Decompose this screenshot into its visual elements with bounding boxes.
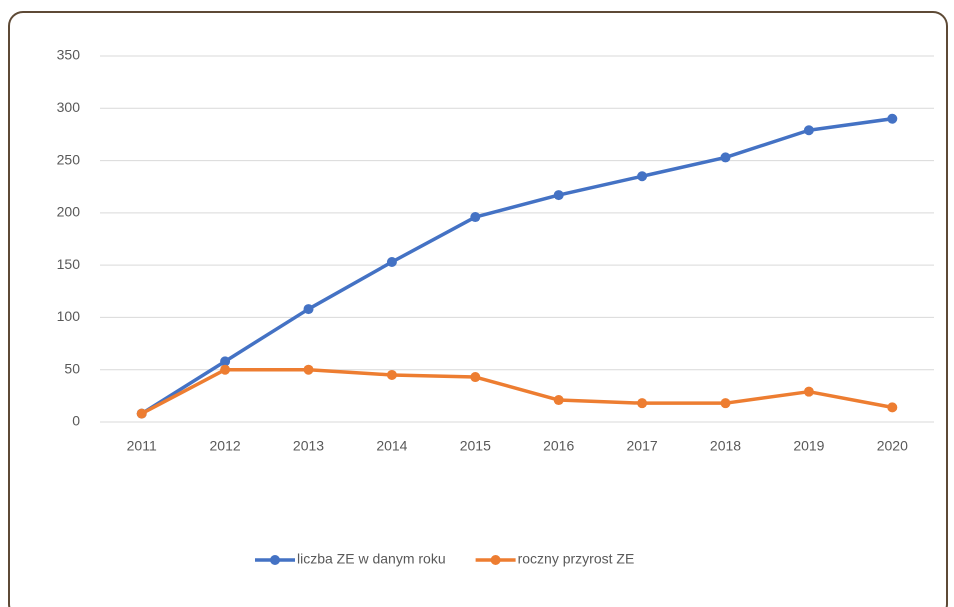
- legend-label: liczba ZE w danym roku: [297, 551, 446, 567]
- x-tick-label: 2011: [127, 438, 157, 454]
- series-line: [140, 367, 893, 416]
- frame: [8, 11, 948, 607]
- point: [470, 212, 481, 223]
- x-tick-label: 2013: [293, 438, 324, 454]
- point: [220, 356, 231, 367]
- point: [386, 257, 397, 268]
- legend-label: roczny przyrost ZE: [518, 551, 635, 567]
- point: [303, 304, 314, 315]
- x-tick-label: 2015: [460, 438, 491, 454]
- y-tick-label: 250: [57, 151, 81, 167]
- x-tick-label: 2014: [376, 438, 407, 454]
- point: [136, 408, 147, 419]
- y-tick-label: 300: [57, 99, 81, 115]
- x-tick-label: 2012: [210, 438, 241, 454]
- point: [887, 402, 898, 413]
- x-tick-label: 2017: [627, 438, 658, 454]
- point: [887, 113, 898, 124]
- y-tick-label: 200: [57, 204, 81, 220]
- point: [220, 364, 231, 375]
- x-tick-label: 2016: [543, 438, 574, 454]
- point: [803, 386, 814, 397]
- y-tick-label: 50: [64, 360, 80, 376]
- y-tick-label: 0: [72, 413, 80, 429]
- point: [803, 125, 814, 136]
- series-line: [140, 117, 893, 416]
- point: [720, 152, 731, 163]
- point: [470, 372, 481, 383]
- legend-swatch-dot: [490, 555, 501, 565]
- y-tick-label: 350: [57, 47, 81, 63]
- point: [303, 364, 314, 375]
- x-tick-label: 2019: [793, 438, 824, 454]
- y-tick-label: 100: [57, 308, 81, 324]
- point: [553, 395, 564, 406]
- x-tick-label: 2018: [710, 438, 741, 454]
- legend-swatch-dot: [270, 555, 280, 565]
- x-tick-label: 2020: [877, 438, 908, 454]
- point: [637, 171, 648, 182]
- point: [553, 190, 564, 201]
- point: [386, 369, 397, 380]
- point: [637, 398, 648, 409]
- y-tick-label: 150: [57, 256, 81, 272]
- point: [720, 398, 731, 409]
